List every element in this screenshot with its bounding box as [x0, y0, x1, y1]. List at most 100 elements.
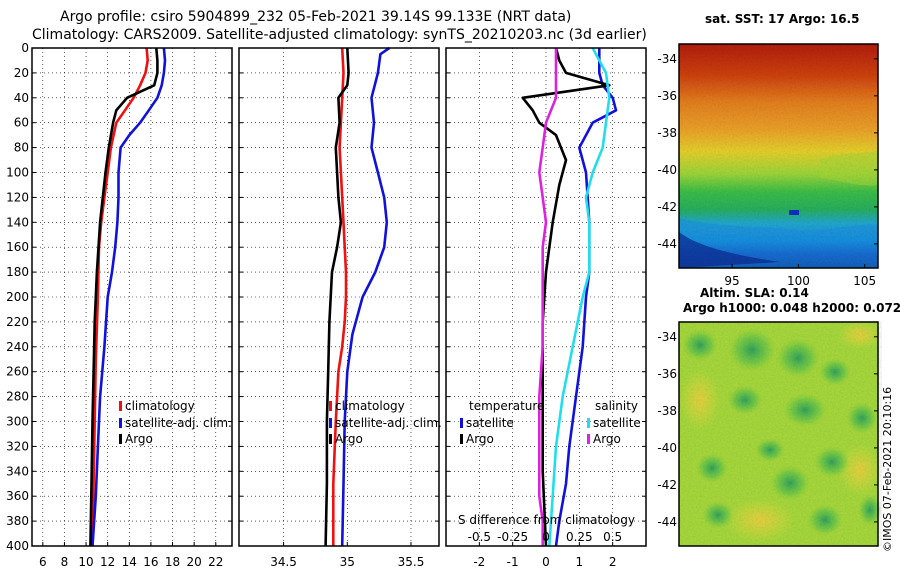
legend-label-temperature-argo: Argo [466, 432, 494, 446]
legend-label-climatology: climatology [335, 399, 405, 413]
legend-swatch-temperature-argo [460, 434, 463, 444]
tick-label-x-20: 20 [187, 555, 202, 569]
sst-map-frame [678, 43, 879, 269]
sla-map-frame [678, 321, 879, 547]
salinity-plot-frame [238, 47, 440, 547]
legend-label-argo: Argo [125, 432, 153, 446]
tick-label-s--0.5: -0.5 [468, 530, 491, 544]
difference-legend: temperature satellite Argo salinity sate… [460, 399, 641, 446]
tick-label-depth-80: 80 [14, 141, 29, 155]
legend-swatch-climatology [329, 401, 332, 411]
s-difference-title: S difference from climatology [458, 513, 635, 527]
legend-swatch-salinity-argo [587, 434, 590, 444]
legend-title-salinity: salinity [595, 399, 638, 413]
map-tick-label-lon-105: 105 [853, 274, 876, 288]
tick-label-depth-340: 340 [6, 464, 29, 478]
sla-map-title: Altim. SLA: 0.14 [700, 286, 809, 300]
tick-label-depth-160: 160 [6, 240, 29, 254]
tick-label-x-16: 16 [143, 555, 158, 569]
difference-panel: -2 -1 0 1 2 -0.5 -0.25 0 0.25 0.5 temperature sat… [445, 47, 647, 569]
map-tick-label-lat--38: -38 [657, 404, 677, 418]
map-tick-label-lat--34: -34 [657, 330, 677, 344]
map-tick-label-lat--44: -44 [657, 237, 677, 251]
series-line-satellite-adj-clim- [91, 47, 167, 547]
tick-label-depth-320: 320 [6, 439, 29, 453]
legend-swatch-argo [329, 434, 332, 444]
tick-label-depth-260: 260 [6, 365, 29, 379]
legend-label-argo: Argo [335, 432, 363, 446]
tick-label-depth-20: 20 [14, 66, 29, 80]
tick-label-depth-240: 240 [6, 340, 29, 354]
map-tick-label-lon-100: 100 [787, 274, 810, 288]
title-line-2: Climatology: CARS2009. Satellite-adjuste… [32, 27, 647, 43]
tick-label-depth-60: 60 [14, 116, 29, 130]
tick-label-s-0.5: 0.5 [603, 530, 622, 544]
tick-label-s-0: 0 [542, 530, 550, 544]
legend-label-salinity-satellite: satellite [593, 416, 641, 430]
imos-credit: ©IMOS 07-Feb-2021 20:10:16 [881, 387, 894, 552]
legend-swatch-satellite-adj [329, 418, 332, 428]
tick-label-x-22: 22 [208, 555, 223, 569]
sst-map-panel: sat. SST: 17 Argo: 16.5 -34 -36 -38 -40 -42 -… [657, 12, 879, 288]
series-line-argo [324, 47, 350, 547]
tick-label-s-0.25: 0.25 [566, 530, 593, 544]
difference-plot-frame [445, 47, 647, 547]
tick-label-x-10: 10 [78, 555, 93, 569]
tick-label-depth-180: 180 [6, 265, 29, 279]
temperature-plot-frame [31, 47, 233, 547]
sst-map-title: sat. SST: 17 Argo: 16.5 [705, 12, 859, 26]
tick-label-depth-400: 400 [6, 539, 29, 553]
tick-label-x-6: 6 [39, 555, 47, 569]
tick-label-depth-120: 120 [6, 190, 29, 204]
tick-label-x-18: 18 [165, 555, 180, 569]
map-tick-label-lat--44: -44 [657, 515, 677, 529]
tick-label-depth-40: 40 [14, 91, 29, 105]
tick-label-depth-140: 140 [6, 215, 29, 229]
tick-label-depth-360: 360 [6, 489, 29, 503]
tick-label-x-12: 12 [100, 555, 115, 569]
tick-label-x-0: 0 [542, 555, 550, 569]
tick-label-depth-220: 220 [6, 315, 29, 329]
legend-label-salinity-argo: Argo [593, 432, 621, 446]
title-line-1: Argo profile: csiro 5904899_232 05-Feb-2… [60, 9, 571, 25]
sla-map-subtitle: Argo h1000: 0.048 h2000: 0.072 [683, 301, 900, 315]
temperature-panel: 0 20 40 60 80 100 120 140 160 180 200 220 240 260 280 3… [6, 41, 233, 569]
tick-label-x-35.5: 35.5 [398, 555, 425, 569]
tick-label-depth-100: 100 [6, 166, 29, 180]
legend-swatch-argo [119, 434, 122, 444]
legend-swatch-climatology [119, 401, 122, 411]
map-tick-label-lat--42: -42 [657, 200, 677, 214]
sst-map-image [679, 44, 878, 268]
tick-label-x--1: -1 [507, 555, 519, 569]
map-tick-label-lat--38: -38 [657, 126, 677, 140]
temperature-legend: climatology satellite-adj. clim. Argo [119, 399, 232, 446]
series-line-climatology [91, 47, 149, 547]
map-tick-label-lat--42: -42 [657, 478, 677, 492]
sla-map-panel: Altim. SLA: 0.14 Argo h1000: 0.048 h2000… [657, 286, 900, 547]
series-line-salinity-argo [537, 48, 558, 546]
tick-label-s--0.25: -0.25 [497, 530, 528, 544]
tick-label-x-8: 8 [61, 555, 69, 569]
tick-label-x-34.5: 34.5 [270, 555, 297, 569]
map-tick-label-lat--40: -40 [657, 441, 677, 455]
tick-label-depth-300: 300 [6, 415, 29, 429]
series-line-satellite-adj-clim- [340, 46, 391, 547]
sla-map-image [679, 321, 882, 546]
tick-label-depth-280: 280 [6, 390, 29, 404]
tick-label-depth-380: 380 [6, 514, 29, 528]
tick-label-depth-200: 200 [6, 290, 29, 304]
series-line-salinity-satellite [548, 47, 611, 547]
salinity-legend: climatology satellite-adj. clim. Argo [329, 399, 442, 446]
legend-label-climatology: climatology [125, 399, 195, 413]
legend-label-satellite-adj: satellite-adj. clim. [125, 416, 232, 430]
legend-swatch-satellite-adj [119, 418, 122, 428]
series-line-climatology [331, 47, 348, 546]
map-tick-label-lon-95: 95 [724, 274, 739, 288]
map-tick-label-lat--36: -36 [657, 367, 677, 381]
series-line-argo [89, 47, 159, 547]
legend-label-satellite-adj: satellite-adj. clim. [335, 416, 442, 430]
tick-label-x--2: -2 [473, 555, 485, 569]
salinity-panel: 34.5 35 35.5 climatology satellite-adj. cl… [238, 46, 442, 569]
map-tick-label-lat--36: -36 [657, 89, 677, 103]
